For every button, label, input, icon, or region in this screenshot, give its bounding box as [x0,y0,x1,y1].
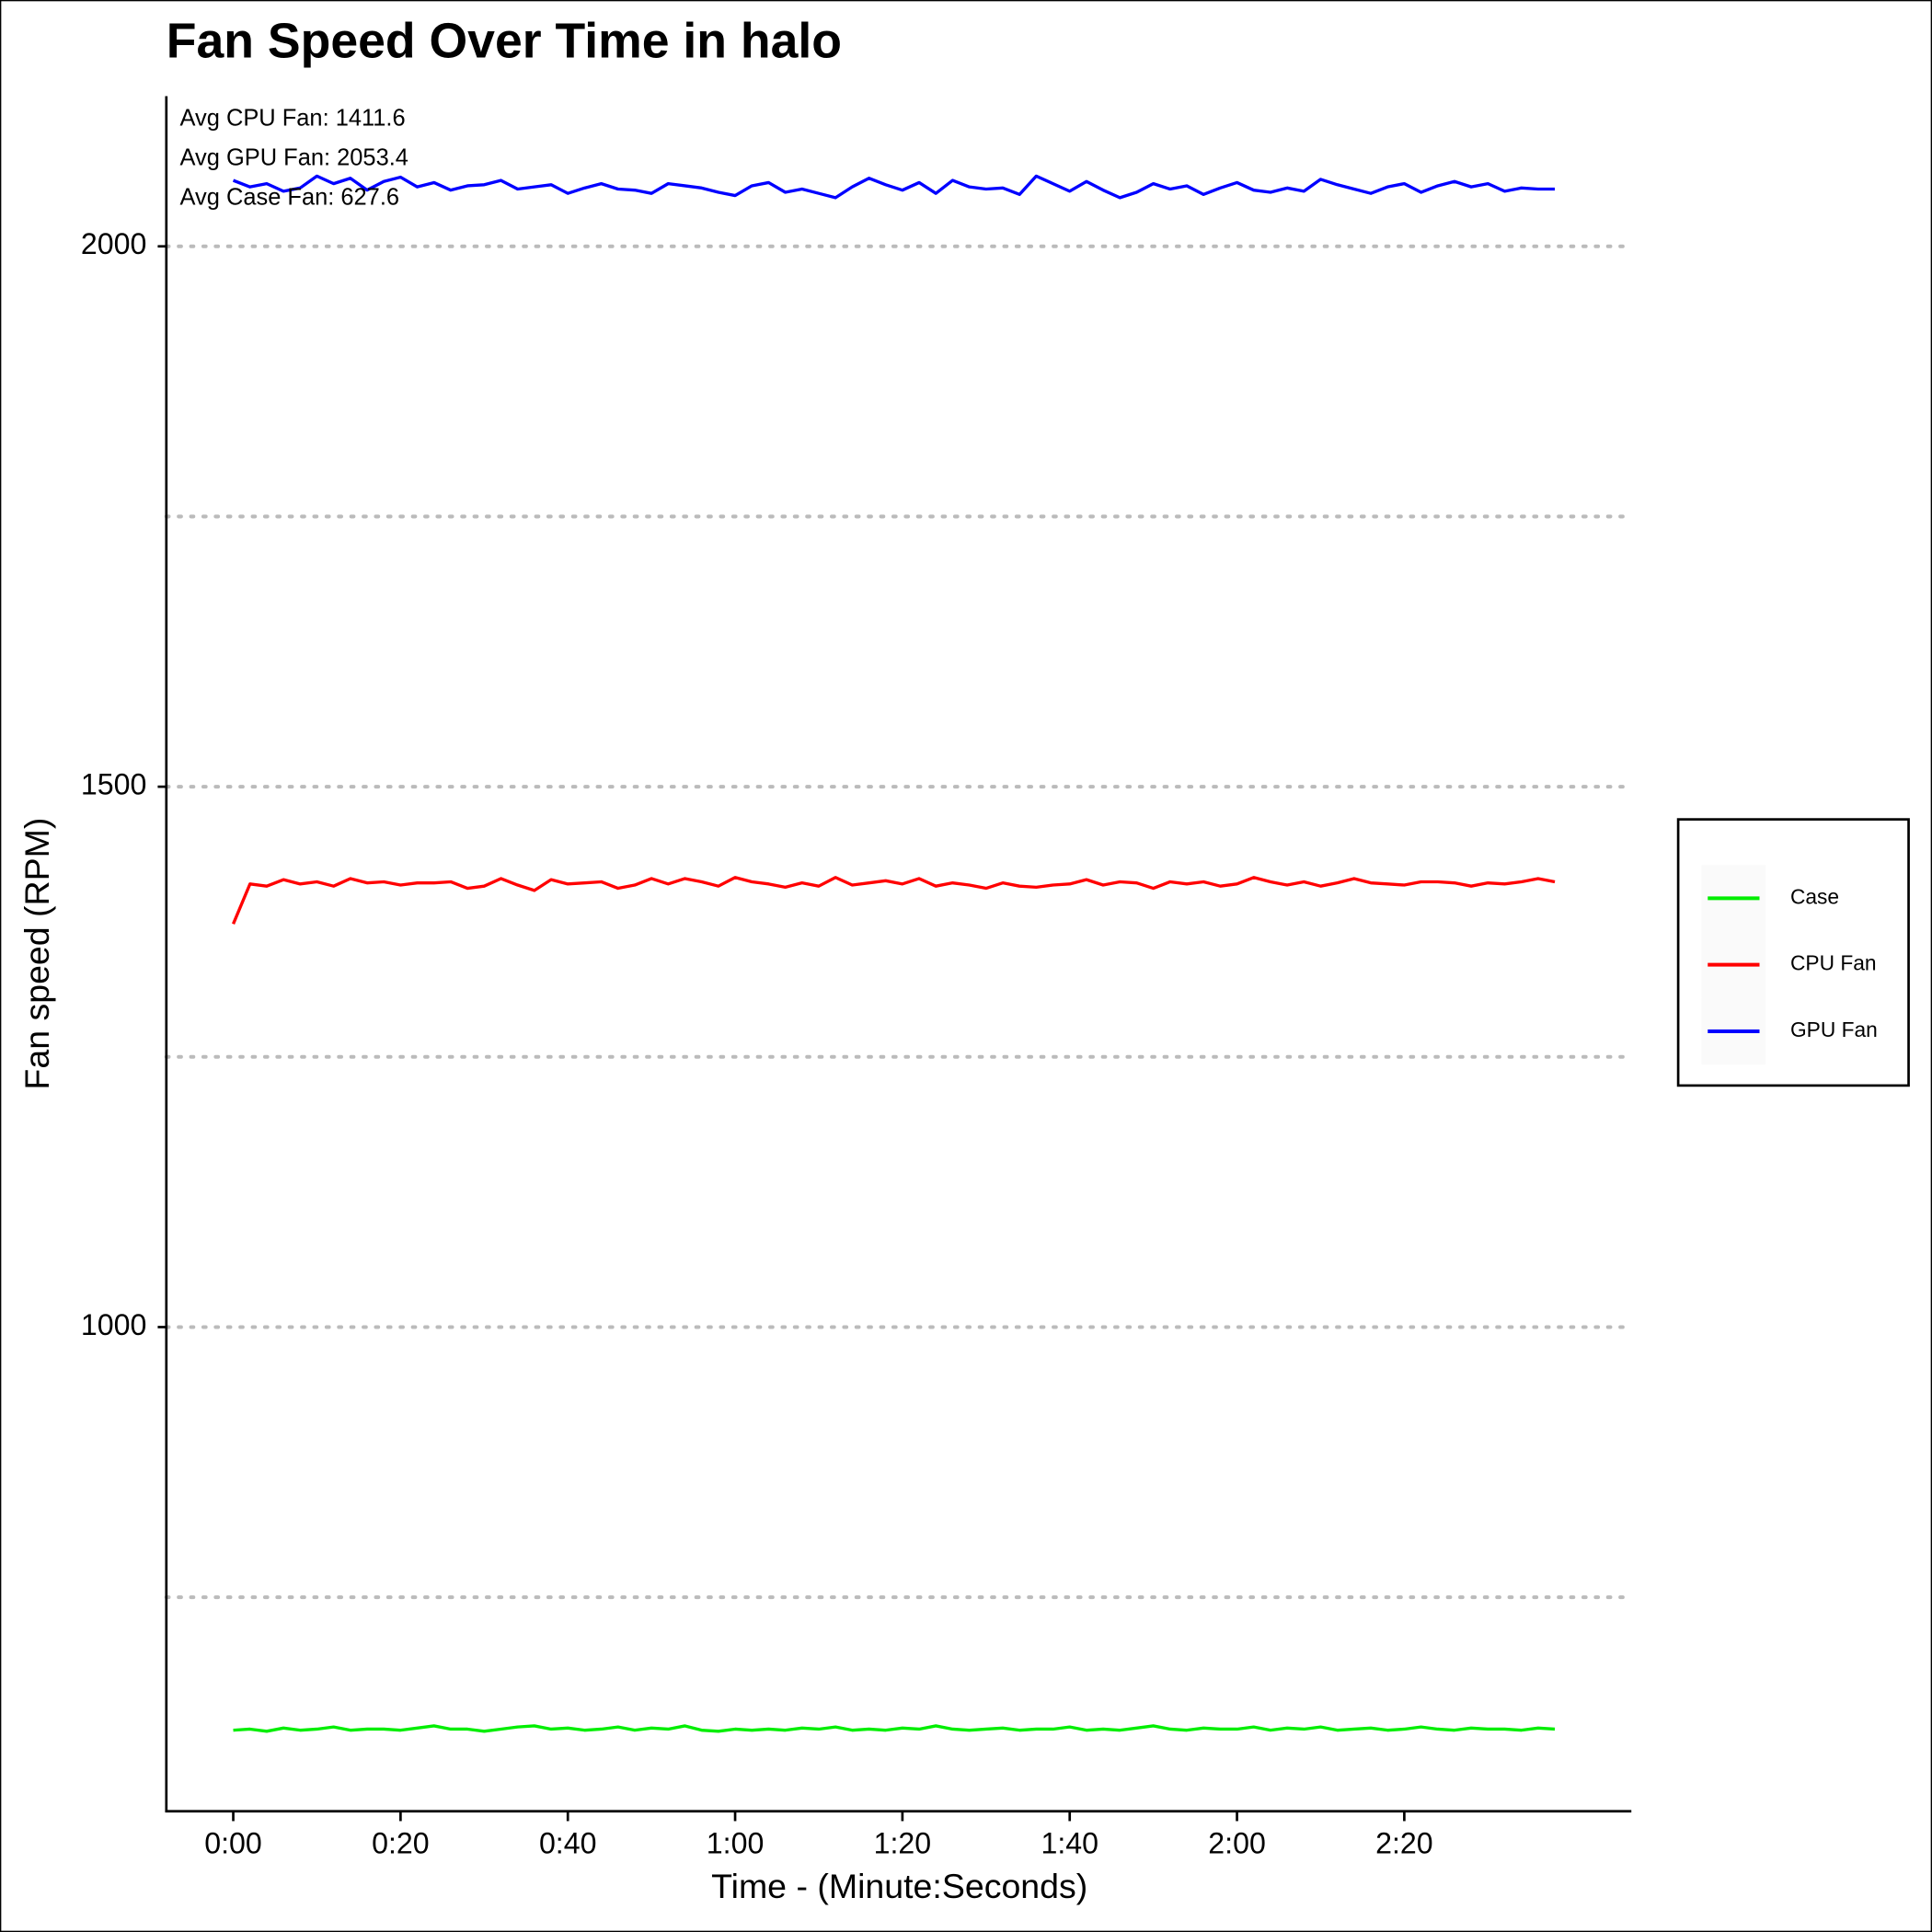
x-tick-label: 0:40 [539,1827,597,1860]
x-tick-label: 0:20 [372,1827,430,1860]
plot-area [231,174,1556,1733]
annotation: Avg GPU Fan: 2053.4 [180,144,408,170]
y-tick-label: 2000 [81,227,146,260]
x-tick-label: 1:40 [1041,1827,1098,1860]
series-line [231,876,1556,925]
legend: Case CPU Fan GPU Fan [1676,818,1910,1087]
y-tick-label: 1000 [81,1308,146,1341]
annotation: Avg CPU Fan: 1411.6 [180,106,406,132]
legend-label: CPU Fan [1790,951,1877,975]
x-tick-label: 1:20 [874,1827,932,1860]
series-line [233,1724,1556,1733]
series-line [232,174,1556,200]
legend-label: GPU Fan [1790,1018,1878,1041]
annotation: Avg Case Fan: 627.6 [180,184,400,210]
x-axis-title: Time - (Minute:Seconds) [711,1867,1087,1905]
grid [164,244,1632,1600]
x-tick-label: 1:00 [707,1827,765,1860]
x-tick-label: 2:00 [1208,1827,1266,1860]
chart-title: Fan Speed Over Time in halo [167,14,842,68]
x-tick-label: 0:00 [204,1827,262,1860]
legend-label: Case [1790,884,1839,908]
y-tick-label: 1500 [81,768,146,801]
y-axis-title: Fan speed (RPM) [17,818,56,1090]
x-tick-label: 2:20 [1375,1827,1433,1860]
